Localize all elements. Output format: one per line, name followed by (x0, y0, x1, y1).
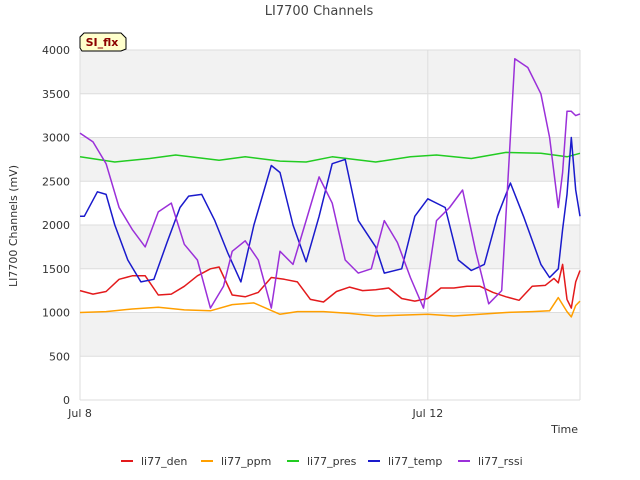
y-axis-label: LI7700 Channels (mV) (7, 165, 20, 287)
y-tick-label: 3000 (42, 132, 70, 145)
y-tick-label: 500 (49, 350, 70, 363)
chart-title: LI7700 Channels (265, 4, 374, 19)
legend-label: li77_temp (388, 455, 442, 468)
y-axis-ticks: 0 500 1000 1500 2000 2500 3000 3500 4000 (42, 44, 70, 407)
plot-band (80, 50, 580, 94)
y-tick-label: 4000 (42, 44, 70, 57)
legend-label: li77_ppm (221, 455, 271, 468)
series-line-li77-temp (80, 136, 581, 283)
legend: li77_den li77_ppm li77_pres li77_temp li77_r… (121, 455, 523, 468)
y-tick-label: 3500 (42, 88, 70, 101)
legend-label: li77_pres (307, 455, 357, 468)
series-line-li77-den (79, 263, 581, 309)
plot-band (80, 312, 580, 357)
x-axis-label: Time (550, 423, 578, 436)
legend-label: li77_rssi (478, 455, 523, 468)
plot-area (80, 50, 580, 400)
plot-band (80, 181, 580, 225)
plot-band (80, 225, 580, 269)
legend-label: li77_den (141, 455, 187, 468)
y-tick-label: 2000 (42, 219, 70, 232)
y-tick-label: 1500 (42, 263, 70, 276)
plot-band (80, 93, 580, 138)
y-tick-label: 0 (63, 394, 70, 407)
plot-band (80, 268, 580, 313)
badge-label: SI_flx (86, 36, 119, 49)
series-lines (79, 58, 581, 318)
series-line-li77-pres (79, 151, 581, 163)
series-line-li77-ppm (79, 296, 581, 318)
plot-band (80, 356, 580, 400)
x-tick-label: Jul 12 (411, 407, 443, 420)
series-line-li77-rssi (79, 58, 581, 309)
si-flx-badge: SI_flx (79, 32, 127, 52)
y-tick-label: 1000 (42, 307, 70, 320)
x-axis-ticks: Jul 8 Jul 12 (67, 407, 443, 420)
y-tick-label: 2500 (42, 175, 70, 188)
x-tick-label: Jul 8 (67, 407, 92, 420)
